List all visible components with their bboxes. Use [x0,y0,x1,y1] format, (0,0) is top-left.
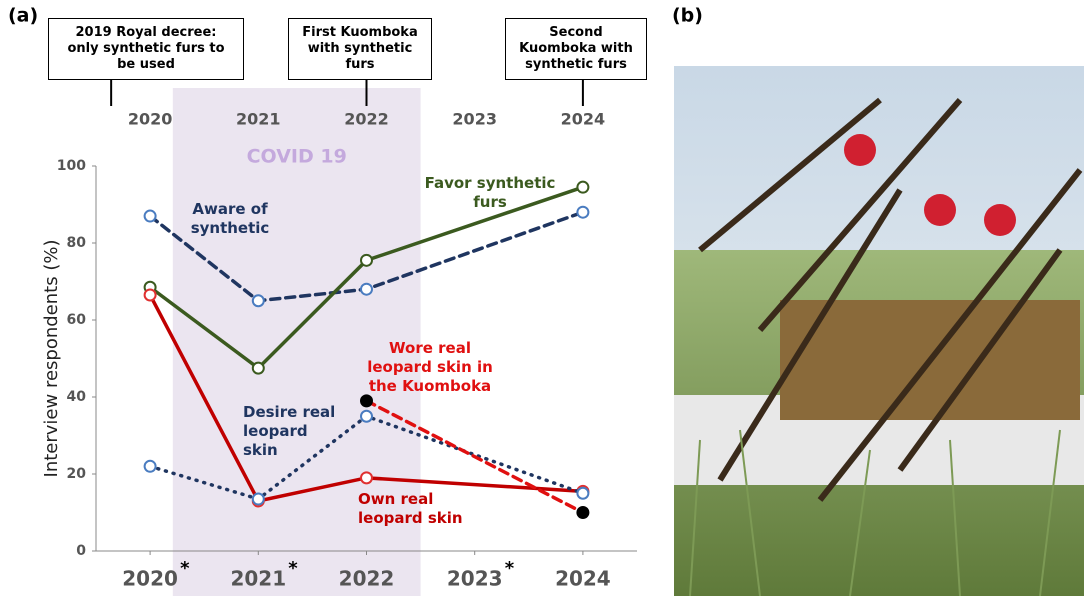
x-tick-note: * [180,558,190,579]
point [361,411,372,422]
figure: COVID 19 (a) (b) 0 20 40 60 80 100 Interview resp… [0,0,1084,596]
y-tick-label: 0 [76,543,86,559]
point [253,295,264,306]
shaded-label: COVID 19 [247,146,347,168]
point [577,507,588,518]
point [361,255,372,266]
y-axis-label: Interview respondents (%) [41,240,62,478]
timeline-year: 2022 [344,110,389,129]
point [145,211,156,222]
series-label: Favor synthetic furs [425,174,556,212]
point [361,284,372,295]
point [577,182,588,193]
x-tick-label: 2020 [122,567,178,591]
x-tick-note: * [288,558,298,579]
y-tick-label: 20 [67,466,87,482]
x-tick-note: * [505,558,515,579]
series-label: Desire real leopard skin [243,403,335,460]
series-label: Own real leopard skin [358,490,463,528]
photo [674,66,1084,596]
point [361,472,372,483]
y-tick-label: 80 [67,235,87,251]
annotation-box: Second Kuomboka with synthetic furs [505,18,647,80]
series-label: Wore real leopard skin in the Kuomboka [367,339,493,396]
y-tick-label: 40 [67,389,87,405]
point [145,461,156,472]
chart: COVID 19 (a) (b) 0 20 40 60 80 100 Interview resp… [0,0,1084,596]
series-label: Aware of synthetic [191,200,270,238]
y-tick-label: 100 [57,158,86,174]
point [253,494,264,505]
timeline-year: 2023 [452,110,497,129]
point [577,488,588,499]
annotation-box: First Kuomboka with synthetic furs [288,18,432,80]
point [253,363,264,374]
x-tick-label: 2024 [555,567,611,591]
timeline-year: 2020 [128,110,173,129]
timeline-year: 2024 [561,110,606,129]
point [361,395,372,406]
annotation-box: 2019 Royal decree: only synthetic furs t… [48,18,244,80]
point [145,289,156,300]
point [577,207,588,218]
x-tick-label: 2023 [447,567,503,591]
x-tick-label: 2022 [339,567,395,591]
x-tick-label: 2021 [230,567,286,591]
timeline-year: 2021 [236,110,281,129]
panel-label: (b) [672,5,703,27]
y-tick-label: 60 [67,312,87,328]
panel-label: (a) [8,5,38,27]
